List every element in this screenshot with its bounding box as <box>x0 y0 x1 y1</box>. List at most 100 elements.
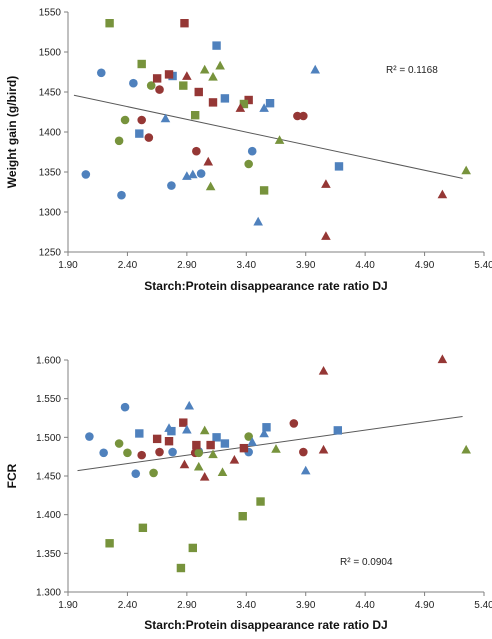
data-point-blue-triangle <box>164 423 174 432</box>
data-point-red-square <box>239 443 249 453</box>
data-point-red-square <box>179 418 188 427</box>
data-point-red-triangle <box>321 231 331 240</box>
data-point-red-square <box>206 440 215 450</box>
x-tick-label: 4.90 <box>415 600 435 611</box>
x-tick-label: 2.90 <box>177 260 197 271</box>
y-tick-label: 1.450 <box>36 472 61 483</box>
trendline <box>77 415 463 472</box>
data-point-blue-square <box>333 426 343 435</box>
data-point-red-square <box>164 70 174 79</box>
data-point-blue-circle <box>167 181 176 190</box>
data-point-blue-circle <box>196 169 206 178</box>
data-point-blue-circle <box>131 469 141 478</box>
data-point-green-triangle <box>208 449 218 459</box>
y-axis-title: Weight gain (g/bird) <box>5 76 19 188</box>
data-point-blue-square <box>135 129 144 138</box>
data-point-red-circle <box>192 146 201 156</box>
data-point-red-square <box>152 74 162 83</box>
data-point-green-circle <box>146 81 156 90</box>
x-tick-label: 2.40 <box>118 260 138 271</box>
data-point-green-square <box>138 523 148 533</box>
data-point-red-circle <box>155 447 164 457</box>
data-point-blue-triangle <box>300 465 311 475</box>
x-tick-label: 5.40 <box>474 260 492 271</box>
r-squared-label: R² = 0.0904 <box>340 557 393 568</box>
data-point-blue-circle <box>96 68 106 78</box>
trendline <box>73 94 463 179</box>
data-point-green-square <box>105 539 114 548</box>
x-tick-label: 4.40 <box>355 260 375 271</box>
data-point-red-circle <box>289 419 299 428</box>
data-point-green-square <box>176 563 186 573</box>
data-point-red-circle <box>293 111 302 121</box>
x-tick-label: 1.90 <box>58 600 78 611</box>
y-tick-label: 1.500 <box>36 433 61 444</box>
data-point-blue-circle <box>129 78 138 88</box>
data-point-red-triangle <box>437 354 448 364</box>
data-point-blue-square <box>334 162 344 171</box>
data-point-red-circle <box>155 85 164 94</box>
data-point-red-circle <box>299 447 308 457</box>
data-point-green-triangle <box>215 60 225 70</box>
data-point-red-triangle <box>229 454 240 464</box>
y-tick-label: 1450 <box>39 88 62 99</box>
x-tick-label: 4.90 <box>415 260 435 271</box>
data-point-blue-circle <box>120 402 130 412</box>
data-point-red-square <box>164 437 174 446</box>
data-point-blue-square <box>220 439 230 448</box>
data-point-green-circle <box>114 136 124 146</box>
data-point-red-square <box>208 98 218 107</box>
data-point-blue-triangle <box>247 437 258 446</box>
data-point-blue-triangle <box>188 169 198 179</box>
data-point-green-circle <box>194 448 204 458</box>
data-point-red-circle <box>299 111 308 121</box>
y-tick-label: 1.300 <box>36 588 61 599</box>
data-point-green-square <box>238 512 247 521</box>
x-tick-label: 3.40 <box>237 600 257 611</box>
y-tick-label: 1.350 <box>36 549 61 560</box>
data-point-red-square <box>244 95 253 105</box>
data-point-green-circle <box>120 115 130 125</box>
data-point-green-triangle <box>461 444 471 454</box>
data-point-red-triangle <box>199 471 210 481</box>
data-point-green-triangle <box>199 64 210 74</box>
data-point-blue-triangle <box>253 216 263 226</box>
data-point-red-circle <box>144 133 154 142</box>
y-tick-label: 1250 <box>39 248 62 259</box>
data-point-red-triangle <box>182 71 192 80</box>
data-point-red-triangle <box>437 189 448 199</box>
data-point-red-square <box>192 440 201 450</box>
x-tick-label: 5.40 <box>474 600 492 611</box>
data-point-green-triangle <box>208 72 218 81</box>
data-point-red-square <box>152 434 162 444</box>
data-point-green-circle <box>114 439 124 448</box>
x-tick-label: 2.40 <box>118 600 138 611</box>
data-point-blue-square <box>212 41 221 50</box>
data-point-blue-circle <box>99 448 108 458</box>
data-point-blue-triangle <box>160 113 171 123</box>
data-point-red-triangle <box>235 103 246 112</box>
data-point-green-triangle <box>199 425 210 435</box>
data-point-blue-triangle <box>259 428 269 438</box>
data-point-blue-circle <box>81 170 91 179</box>
data-point-red-triangle <box>318 366 329 375</box>
data-point-blue-circle <box>247 146 257 156</box>
data-point-green-square <box>188 543 197 553</box>
y-tick-label: 1350 <box>39 168 62 179</box>
x-tick-label: 1.90 <box>58 260 78 271</box>
data-point-green-circle <box>149 468 158 478</box>
y-tick-label: 1.550 <box>36 394 61 405</box>
data-point-blue-square <box>135 429 144 438</box>
weight-gain-chart: 1.90 2.40 2.90 3.40 3.90 4.40 4.90 5.40 1250 1300… <box>5 8 492 294</box>
data-point-red-circle <box>137 450 146 460</box>
data-point-green-square <box>137 59 146 69</box>
data-point-green-circle <box>123 448 132 458</box>
x-tick-label: 3.40 <box>237 260 257 271</box>
y-tick-label: 1550 <box>39 8 62 19</box>
x-tick-label: 2.90 <box>177 600 197 611</box>
y-tick-label: 1.600 <box>36 356 61 367</box>
data-point-blue-circle <box>168 447 177 457</box>
data-point-red-square <box>180 19 189 28</box>
y-tick-label: 1500 <box>39 48 62 59</box>
